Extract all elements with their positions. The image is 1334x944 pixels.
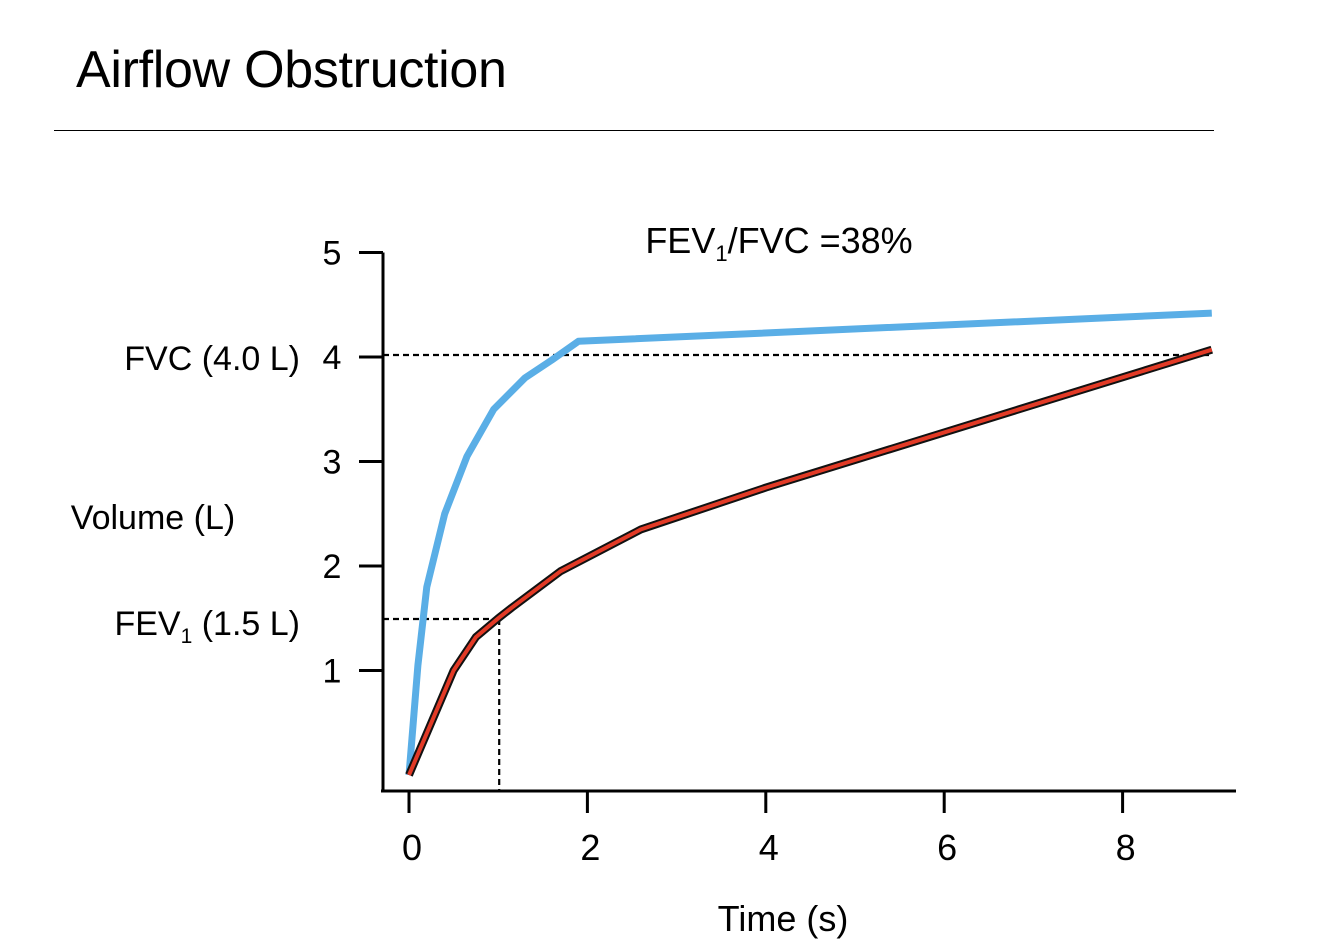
fev1-label: FEV1 (1.5 L): [114, 605, 300, 648]
title-divider: [54, 130, 1214, 131]
chart-title: FEV1/FVC =38%: [645, 220, 912, 266]
y-tick-label: 2: [323, 548, 342, 586]
y-tick-label: 3: [323, 444, 342, 482]
x-axis-ticks: 0 2 4 6 8: [402, 791, 1136, 868]
x-tick-label: 8: [1116, 827, 1136, 868]
fvc-label: FVC (4.0 L): [124, 340, 300, 378]
x-tick-label: 4: [759, 827, 779, 868]
x-tick-label: 6: [937, 827, 957, 868]
x-tick-label: 2: [580, 827, 600, 868]
y-tick-label: 4: [323, 339, 342, 377]
y-tick-label: 5: [323, 235, 342, 273]
x-axis-label: Time (s): [718, 898, 849, 939]
series-line-obstructed-outline: [405, 345, 1213, 777]
series-line-obstructed: [407, 347, 1213, 776]
y-axis-label: Volume (L): [71, 499, 235, 537]
x-tick-label: 0: [402, 827, 422, 868]
page-title: Airflow Obstruction: [76, 41, 507, 99]
y-tick-label: 1: [323, 653, 342, 691]
y-axis-ticks: 1 2 3 4 5: [323, 235, 383, 691]
series-line-normal: [405, 309, 1212, 776]
